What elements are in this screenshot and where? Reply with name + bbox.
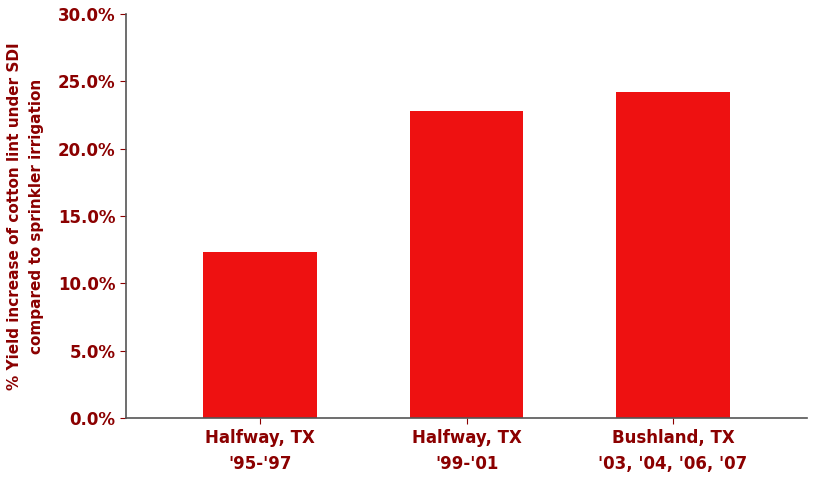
Bar: [616, 92, 729, 418]
Bar: [204, 252, 317, 418]
Y-axis label: % Yield increase of cotton lint under SDI
compared to sprinkler irrigation: % Yield increase of cotton lint under SD…: [7, 42, 44, 390]
Bar: [409, 111, 523, 418]
